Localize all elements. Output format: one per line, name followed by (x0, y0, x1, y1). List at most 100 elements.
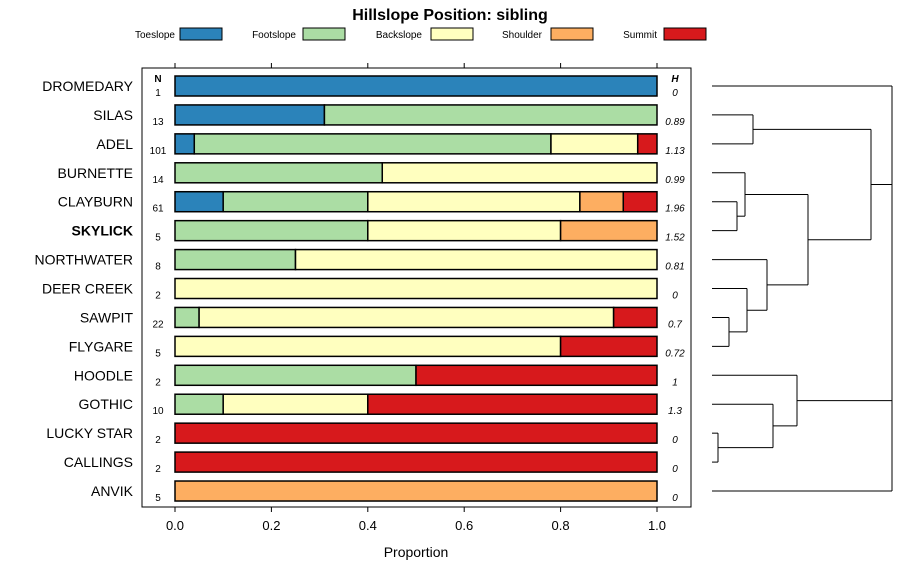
bar-segment-backslope (174, 277, 658, 300)
row-label: CLAYBURN (58, 194, 133, 210)
n-value: 2 (155, 377, 161, 388)
row-adel: ADEL 101 1.13 (96, 133, 685, 157)
bar-segment-summit (559, 335, 658, 358)
h-column-header: H (671, 74, 679, 85)
legend-swatch-footslope (302, 27, 346, 41)
row-gothic: GOTHIC 10 1.3 (79, 393, 682, 417)
n-value: 1 (155, 88, 161, 99)
n-value: 2 (155, 291, 161, 302)
row-dromedary: DROMEDARY 1 0 (42, 75, 678, 99)
n-value: 5 (155, 493, 161, 504)
h-value: 1.13 (665, 146, 685, 157)
row-label: SAWPIT (80, 309, 134, 325)
h-value: 1.3 (668, 406, 682, 417)
row-skylick: SKYLICK 5 1.52 (72, 219, 685, 244)
bar-segment-backslope (381, 162, 658, 184)
bar-segment-backslope (550, 133, 639, 155)
bar-segment-footslope (222, 190, 369, 213)
legend-swatch-summit (663, 27, 707, 41)
legend: Toeslope Footslope Backslope Shoulder Summit (135, 27, 707, 41)
bar-segment-toeslope (174, 75, 658, 97)
bar-segment-summit (174, 422, 658, 444)
bar-segment-footslope (174, 248, 297, 271)
bar-segment-footslope (174, 364, 417, 387)
h-value: 0 (672, 493, 678, 504)
row-label: SILAS (93, 107, 133, 123)
bar-segment-backslope (222, 393, 369, 415)
row-label: SKYLICK (72, 223, 133, 239)
n-value: 5 (155, 348, 161, 359)
row-label: DROMEDARY (42, 78, 133, 94)
n-value: 2 (155, 464, 161, 475)
bar-segment-summit (174, 451, 658, 473)
h-value: 0.72 (665, 348, 685, 359)
h-value: 0 (672, 464, 678, 475)
row-label: FLYGARE (69, 338, 133, 354)
x-tick-label: 0.8 (552, 518, 570, 533)
x-tick-label: 0.2 (262, 518, 280, 533)
bar-segment-backslope (174, 335, 562, 358)
bar-segment-summit (636, 133, 658, 155)
h-value: 0.81 (665, 262, 684, 273)
legend-swatch-backslope (430, 27, 474, 41)
row-label: BURNETTE (58, 165, 133, 181)
legend-label-footslope: Footslope (252, 30, 296, 41)
dendrogram (712, 85, 893, 492)
h-value: 0.89 (665, 117, 685, 128)
row-northwater: NORTHWATER 8 0.81 (34, 248, 685, 273)
row-clayburn: CLAYBURN 61 1.96 (58, 190, 685, 215)
bar-segment-shoulder (559, 219, 658, 242)
row-sawpit: SAWPIT 22 0.7 (80, 306, 682, 330)
row-burnette: BURNETTE 14 0.99 (58, 162, 685, 186)
row-silas: SILAS 13 0.89 (93, 104, 685, 128)
row-label: GOTHIC (79, 396, 133, 412)
bar-segment-shoulder (174, 480, 658, 502)
bar-segment-summit (622, 190, 658, 213)
h-value: 1 (672, 377, 678, 388)
bar-segment-toeslope (174, 104, 326, 126)
row-anvik: ANVIK 5 0 (91, 480, 678, 504)
legend-label-summit: Summit (623, 30, 657, 41)
n-value: 22 (152, 319, 164, 330)
bar-segment-footslope (174, 393, 224, 415)
n-column-header: N (154, 74, 161, 85)
h-value: 1.52 (665, 233, 685, 244)
bar-segment-backslope (198, 306, 615, 329)
n-value: 13 (152, 117, 164, 128)
n-value: 8 (155, 262, 161, 273)
n-value: 61 (152, 204, 164, 215)
bar-segment-footslope (193, 133, 552, 155)
legend-label-toeslope: Toeslope (135, 30, 175, 41)
plot-frame (141, 67, 692, 508)
h-value: 0 (672, 291, 678, 302)
legend-swatch-shoulder (550, 27, 594, 41)
n-value: 2 (155, 435, 161, 446)
n-value: 14 (152, 175, 164, 186)
bar-segment-backslope (294, 248, 658, 271)
row-callings: CALLINGS 2 0 (64, 451, 678, 475)
bar-segment-summit (415, 364, 658, 387)
x-tick-label: 0.6 (455, 518, 473, 533)
bar-segment-summit (367, 393, 658, 415)
n-value: 10 (152, 406, 164, 417)
bar-segment-toeslope (174, 190, 224, 213)
bar-segment-summit (612, 306, 658, 329)
x-tick-label: 0.4 (359, 518, 377, 533)
legend-label-backslope: Backslope (376, 30, 423, 41)
bar-segment-backslope (367, 219, 562, 242)
legend-label-shoulder: Shoulder (502, 30, 543, 41)
row-hoodle: HOODLE 2 1 (74, 364, 678, 388)
row-label: ANVIK (91, 483, 134, 499)
bar-segment-shoulder (579, 190, 625, 213)
bar-segment-footslope (174, 219, 369, 242)
row-label: LUCKY STAR (46, 425, 133, 441)
chart-title: Hillslope Position: sibling (352, 7, 548, 24)
n-value: 5 (155, 233, 161, 244)
x-tick-label: 1.0 (648, 518, 666, 533)
bar-segment-backslope (367, 190, 581, 213)
x-axis-title: Proportion (384, 544, 449, 560)
bar-segment-footslope (323, 104, 658, 126)
h-value: 1.96 (665, 204, 685, 215)
